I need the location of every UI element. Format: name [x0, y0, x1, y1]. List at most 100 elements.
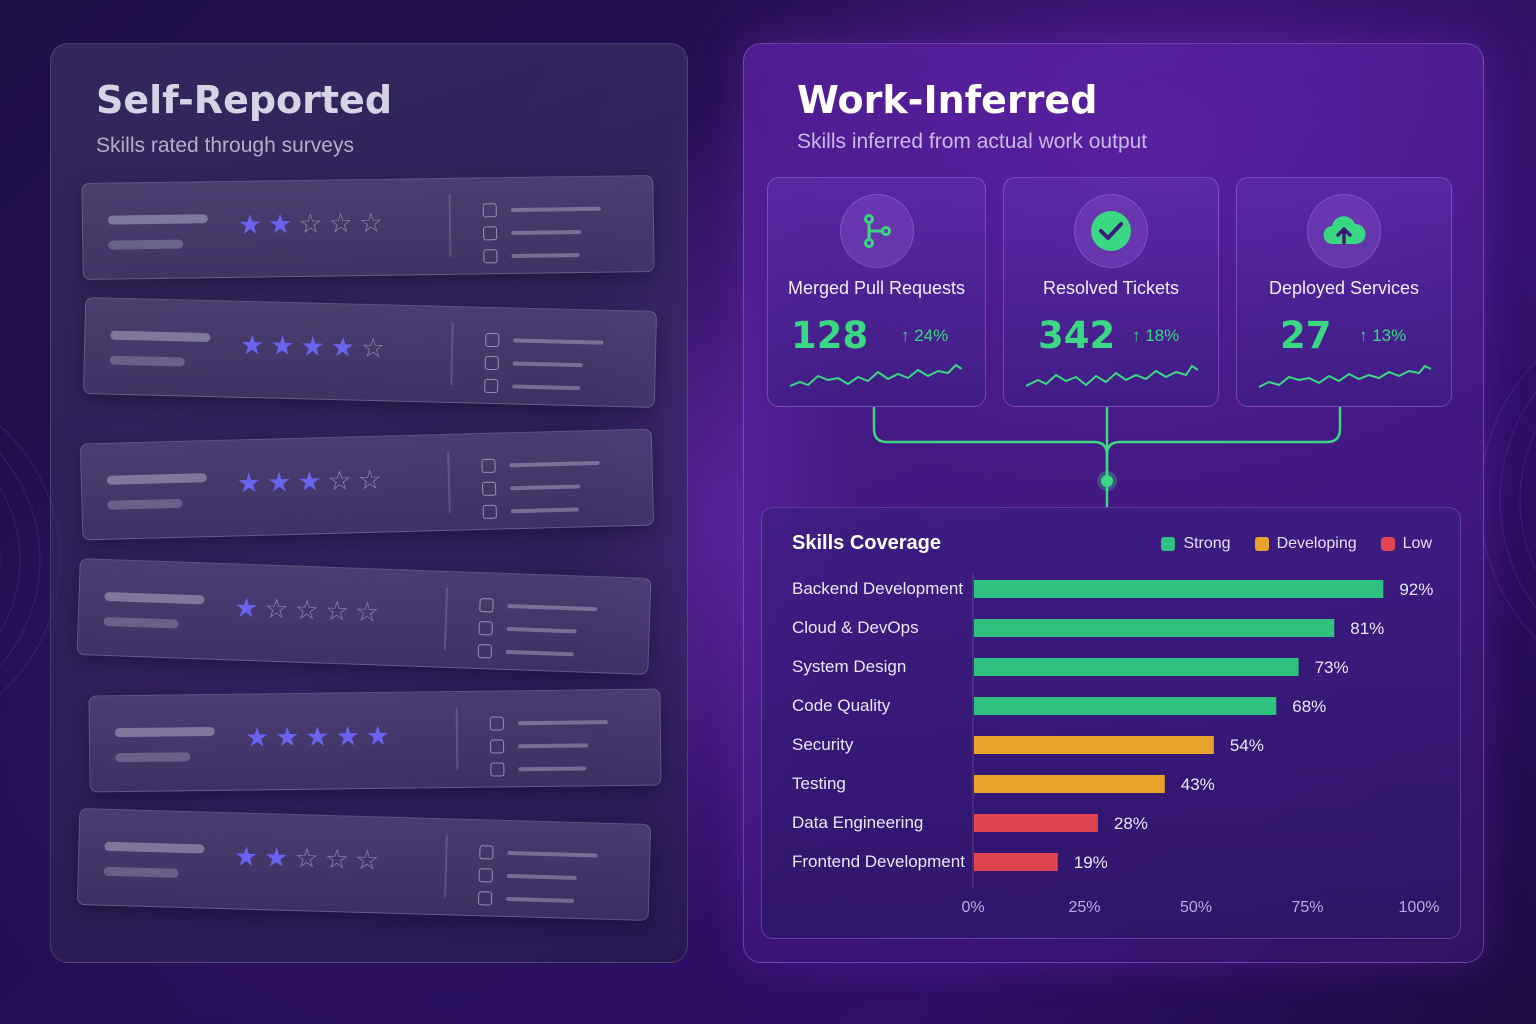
checkbox[interactable]: [479, 598, 494, 613]
bar-backend-development[interactable]: [974, 580, 1384, 598]
category-label: Security: [792, 735, 854, 754]
checklist-item: [477, 888, 609, 915]
x-tick-label: 25%: [1068, 899, 1100, 916]
checkbox[interactable]: [482, 226, 498, 241]
category-label: Data Engineering: [792, 813, 923, 832]
star-empty-icon[interactable]: ☆: [327, 465, 353, 497]
star-empty-icon[interactable]: ☆: [263, 593, 290, 625]
bar-system-design[interactable]: [974, 658, 1299, 676]
star-empty-icon[interactable]: ☆: [358, 207, 384, 239]
metric-value: 128: [791, 314, 869, 357]
bar-value-label: 92%: [1399, 580, 1433, 599]
metric-label: Resolved Tickets: [1042, 278, 1180, 298]
placeholder-line: [109, 355, 185, 367]
bar-data-engineering[interactable]: [974, 814, 1098, 832]
checkbox[interactable]: [485, 332, 500, 348]
bar-cloud-devops[interactable]: [974, 619, 1335, 637]
checkbox[interactable]: [481, 481, 497, 496]
star-empty-icon[interactable]: ☆: [354, 844, 380, 876]
placeholder-line: [505, 649, 574, 657]
star-empty-icon[interactable]: ☆: [357, 464, 383, 496]
star-filled-icon[interactable]: ★: [233, 841, 259, 873]
star-filled-icon[interactable]: ★: [330, 332, 356, 363]
x-tick-label: 0%: [961, 899, 984, 916]
star-empty-icon[interactable]: ☆: [324, 595, 350, 627]
star-rating[interactable]: ★ ★ ☆ ☆ ☆: [233, 841, 380, 876]
placeholder-line: [103, 616, 179, 629]
star-empty-icon[interactable]: ☆: [328, 208, 354, 239]
metric-card-deployed-services[interactable]: Deployed Services 27 ↑ 13%: [1236, 177, 1452, 407]
checkbox[interactable]: [482, 504, 497, 519]
star-filled-icon[interactable]: ★: [300, 331, 326, 362]
star-filled-icon[interactable]: ★: [244, 722, 270, 753]
divider: [455, 707, 459, 771]
star-empty-icon[interactable]: ☆: [354, 596, 380, 628]
bar-value-label: 73%: [1315, 658, 1349, 677]
star-filled-icon[interactable]: ★: [233, 592, 259, 624]
checkbox[interactable]: [489, 716, 504, 731]
checkbox[interactable]: [477, 643, 493, 659]
survey-card[interactable]: ★ ★ ★ ★ ★: [88, 688, 662, 793]
metric-card-resolved-tickets[interactable]: Resolved Tickets 342 ↑ 18%: [1003, 177, 1219, 407]
star-rating[interactable]: ★ ★ ★ ☆ ☆: [236, 464, 383, 499]
bar-testing[interactable]: [974, 775, 1165, 793]
star-filled-icon[interactable]: ★: [236, 467, 262, 499]
star-filled-icon[interactable]: ★: [365, 720, 391, 752]
star-filled-icon[interactable]: ★: [296, 466, 322, 497]
legend-item-strong: Strong: [1161, 535, 1231, 553]
metric-label: Deployed Services: [1268, 278, 1420, 298]
star-filled-icon[interactable]: ★: [274, 721, 300, 753]
survey-card[interactable]: ★ ☆ ☆ ☆ ☆: [76, 558, 652, 675]
star-filled-icon[interactable]: ★: [267, 209, 293, 240]
star-rating[interactable]: ★ ★ ☆ ☆ ☆: [237, 207, 384, 240]
star-rating[interactable]: ★ ★ ★ ★ ★: [244, 720, 391, 753]
metric-card-merged-prs[interactable]: Merged Pull Requests 128 ↑ 24%: [767, 177, 986, 407]
divider: [444, 835, 448, 898]
star-filled-icon[interactable]: ★: [263, 842, 290, 873]
cloud-upload-icon: [1307, 194, 1381, 268]
checkbox[interactable]: [482, 203, 497, 218]
star-empty-icon[interactable]: ☆: [294, 843, 320, 874]
checkbox[interactable]: [483, 249, 498, 264]
star-rating[interactable]: ★ ☆ ☆ ☆ ☆: [233, 592, 380, 628]
survey-card[interactable]: ★ ★ ★ ★ ☆: [82, 297, 658, 408]
star-filled-icon[interactable]: ★: [305, 721, 330, 752]
star-filled-icon[interactable]: ★: [239, 329, 265, 361]
checkbox[interactable]: [490, 762, 505, 777]
checkbox[interactable]: [477, 891, 493, 906]
checkbox[interactable]: [479, 845, 494, 860]
placeholder-line: [512, 384, 581, 391]
placeholder-line: [107, 498, 183, 510]
placeholder-line: [511, 230, 582, 236]
survey-card[interactable]: ★ ★ ☆ ☆ ☆: [81, 175, 655, 280]
checkbox[interactable]: [478, 868, 493, 883]
survey-card[interactable]: ★ ★ ☆ ☆ ☆: [76, 808, 652, 921]
bar-value-label: 68%: [1292, 697, 1326, 716]
placeholder-line: [510, 507, 579, 514]
checkbox[interactable]: [489, 739, 505, 754]
star-filled-icon[interactable]: ★: [266, 466, 292, 498]
star-empty-icon[interactable]: ☆: [298, 208, 323, 239]
survey-card[interactable]: ★ ★ ★ ☆ ☆: [79, 428, 655, 541]
checkbox[interactable]: [484, 355, 499, 371]
bar-frontend-development[interactable]: [974, 853, 1058, 871]
checkbox[interactable]: [478, 621, 493, 636]
panel-subtitle: Skills rated through surveys: [96, 134, 354, 157]
bar-code-quality[interactable]: [974, 697, 1277, 715]
checkbox[interactable]: [481, 458, 496, 473]
star-filled-icon[interactable]: ★: [237, 209, 263, 240]
star-filled-icon[interactable]: ★: [269, 330, 295, 362]
checklist-item: [489, 712, 620, 737]
star-filled-icon[interactable]: ★: [335, 721, 361, 752]
star-empty-icon[interactable]: ☆: [324, 843, 350, 875]
checklist-item: [481, 453, 612, 479]
checklist-item: [485, 330, 616, 356]
category-label: Testing: [792, 774, 846, 793]
checkbox[interactable]: [484, 378, 499, 394]
star-rating[interactable]: ★ ★ ★ ★ ☆: [239, 329, 386, 364]
checklist-item: [484, 353, 615, 379]
bar-security[interactable]: [974, 736, 1214, 754]
star-empty-icon[interactable]: ☆: [360, 332, 386, 364]
checklist-item: [481, 476, 613, 502]
star-empty-icon[interactable]: ☆: [294, 594, 320, 626]
